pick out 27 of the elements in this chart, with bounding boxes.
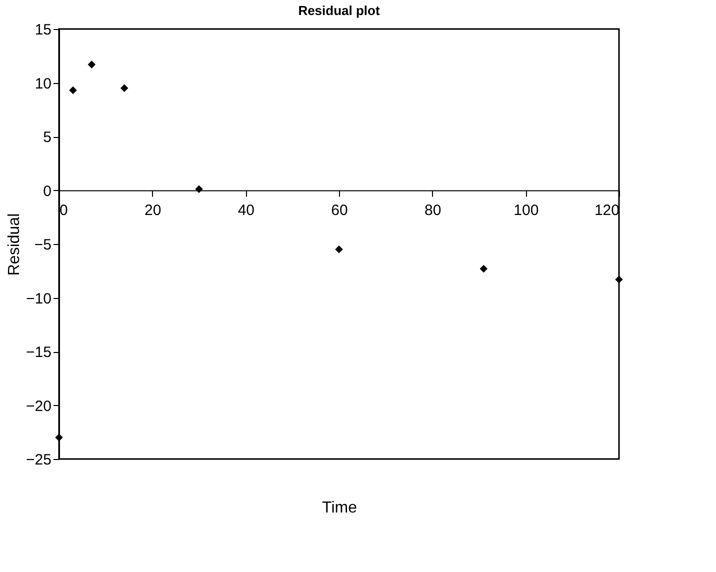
y-tick-label: 10 (34, 75, 52, 92)
point (120, 84, 128, 92)
y-axis-title: Residual (6, 213, 24, 276)
point (69, 86, 77, 94)
point (88, 60, 96, 68)
x-tick-label: 20 (144, 202, 162, 219)
x-tick-label: 60 (331, 202, 348, 219)
x-tick-label: 80 (424, 202, 442, 219)
y-tick-label: 5 (43, 129, 52, 146)
y-tick-label: 15 (34, 22, 52, 38)
chart-title: Residual plot (298, 3, 380, 18)
x-tick-label: 40 (238, 202, 255, 219)
y-tick-label: −25 (26, 452, 52, 468)
point (195, 185, 203, 194)
x-tick-label: 120 (594, 202, 620, 219)
y-tick-label: −20 (26, 398, 52, 415)
point (615, 276, 623, 284)
y-tick-label: −10 (26, 290, 52, 308)
y-tick-label: −5 (34, 236, 52, 254)
x-tick-label: 100 (514, 202, 539, 219)
y-tick-label: 0 (43, 182, 52, 200)
y-tick-label: −15 (26, 344, 52, 361)
x-axis-title: Time (322, 500, 358, 516)
point (55, 434, 63, 442)
point (480, 264, 488, 273)
point (335, 246, 343, 254)
x-tick-label: 0 (60, 202, 68, 219)
